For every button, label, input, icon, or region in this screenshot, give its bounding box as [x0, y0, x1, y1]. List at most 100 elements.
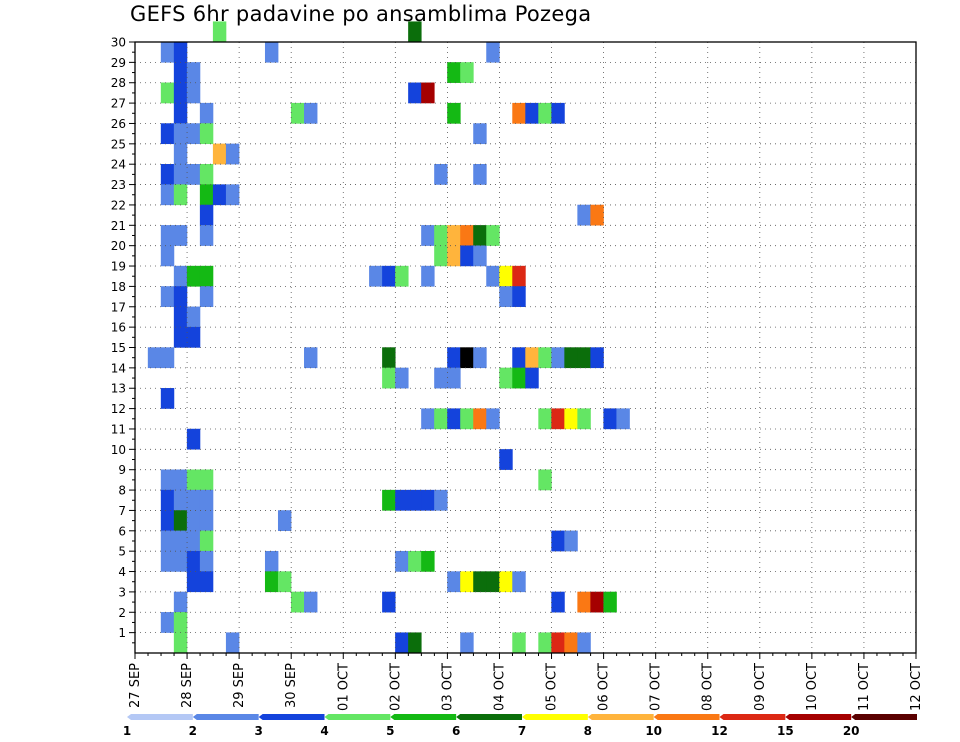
heatmap-cell: [434, 408, 448, 430]
legend-swatch: [587, 714, 654, 720]
heatmap-cell: [186, 530, 201, 552]
legend-label: 1: [123, 724, 131, 738]
x-tick-label: 03 OCT: [440, 663, 455, 711]
y-tick-label: 13: [111, 382, 126, 396]
legend-swatch: [522, 714, 588, 720]
heatmap-cell: [551, 102, 565, 124]
y-tick-label: 6: [118, 524, 126, 538]
heatmap-cell: [225, 632, 240, 654]
heatmap-cell: [173, 550, 188, 572]
heatmap-cell: [173, 530, 188, 552]
legend-swatch: [653, 714, 720, 720]
heatmap-cell: [512, 632, 526, 654]
y-tick-label: 22: [111, 198, 126, 212]
heatmap-cell: [486, 265, 500, 287]
heatmap-cell: [382, 489, 396, 511]
y-tick-label: 2: [118, 606, 126, 620]
heatmap-cell: [160, 164, 175, 185]
heatmap-cell: [408, 632, 422, 654]
y-tick-label: 23: [111, 178, 126, 192]
heatmap-cell: [564, 530, 578, 552]
legend-label: 5: [386, 724, 394, 738]
heatmap-cell: [199, 102, 214, 124]
heatmap-cell: [512, 571, 526, 593]
heatmap-cell: [447, 347, 461, 369]
y-tick-label: 7: [118, 504, 126, 518]
heatmap-cell: [577, 347, 591, 369]
x-tick-label: 11 OCT: [857, 663, 872, 711]
heatmap-cell: [460, 571, 474, 593]
heatmap-cell: [590, 591, 604, 613]
y-tick-label: 4: [118, 565, 126, 579]
y-tick-label: 14: [111, 361, 126, 375]
heatmap-cell: [447, 225, 461, 246]
heatmap-cell: [473, 408, 487, 430]
heatmap-cell: [173, 632, 188, 654]
y-tick-label: 28: [111, 76, 126, 90]
y-axis: 1234567891011121314151617181920212223242…: [111, 36, 135, 644]
heatmap-cell: [160, 347, 175, 369]
heatmap-cell: [382, 367, 396, 389]
heatmap-cell: [173, 62, 188, 83]
heatmap-cell: [264, 571, 279, 593]
heatmap-cell: [160, 286, 175, 307]
legend-label: 2: [189, 724, 197, 738]
heatmap-cell: [538, 408, 552, 430]
heatmap-cell: [395, 265, 409, 287]
y-tick-label: 1: [118, 626, 126, 640]
heatmap-cell: [160, 123, 175, 145]
color-legend: 1 2 3 4 5 6 7 8 10 12 15 20: [123, 714, 917, 738]
heatmap-cell: [499, 265, 513, 287]
heatmap-cell: [603, 591, 617, 613]
heatmap-cell: [173, 184, 188, 206]
heatmap-cell: [199, 510, 214, 531]
heatmap-cell: [212, 21, 227, 43]
x-tick-label: 30 SEP: [284, 663, 299, 708]
heatmap-cell: [421, 550, 435, 572]
heatmap-cell: [199, 164, 214, 185]
heatmap-cell: [525, 102, 539, 124]
heatmap-cell: [538, 632, 552, 654]
heatmap-cell: [486, 41, 500, 63]
heatmap-cell: [147, 347, 162, 369]
heatmap-cell: [590, 347, 604, 369]
heatmap-cell: [434, 245, 448, 267]
legend-label: 7: [518, 724, 526, 738]
heatmap-cell: [277, 510, 292, 531]
heatmap-cell: [160, 388, 175, 409]
heatmap-cell: [173, 143, 188, 165]
heatmap-cell: [173, 612, 188, 633]
y-tick-label: 9: [118, 463, 126, 477]
y-tick-label: 25: [111, 137, 126, 151]
heatmap-cell: [173, 469, 188, 491]
heatmap-cell: [551, 408, 565, 430]
y-tick-label: 24: [111, 158, 126, 172]
x-tick-label: 28 SEP: [180, 663, 195, 708]
heatmap-cell: [551, 530, 565, 552]
heatmap-cell: [460, 347, 474, 369]
heatmap-cell: [473, 164, 487, 185]
heatmap-cell: [395, 367, 409, 389]
heatmap-cell: [277, 571, 292, 593]
legend-swatch: [127, 714, 193, 720]
heatmap-cell: [173, 489, 188, 511]
heatmap-cell: [421, 82, 435, 104]
legend-label: 12: [711, 724, 728, 738]
legend-swatch: [192, 714, 259, 720]
x-tick-label: 29 SEP: [232, 663, 247, 708]
heatmap-cell: [212, 184, 227, 206]
heatmap-cell: [538, 469, 552, 491]
heatmap-cell: [525, 347, 539, 369]
legend-swatch: [785, 714, 852, 720]
y-tick-label: 29: [111, 56, 126, 70]
legend-label: 8: [584, 724, 592, 738]
y-tick-label: 3: [118, 585, 126, 599]
y-tick-label: 19: [111, 260, 126, 274]
heatmap-cell: [199, 286, 214, 307]
heatmap-cell: [369, 265, 383, 287]
y-tick-label: 11: [111, 422, 126, 436]
heatmap-cell: [173, 82, 188, 104]
heatmap-cell: [525, 367, 539, 389]
heatmap-cell: [447, 245, 461, 267]
heatmap-cell: [447, 408, 461, 430]
